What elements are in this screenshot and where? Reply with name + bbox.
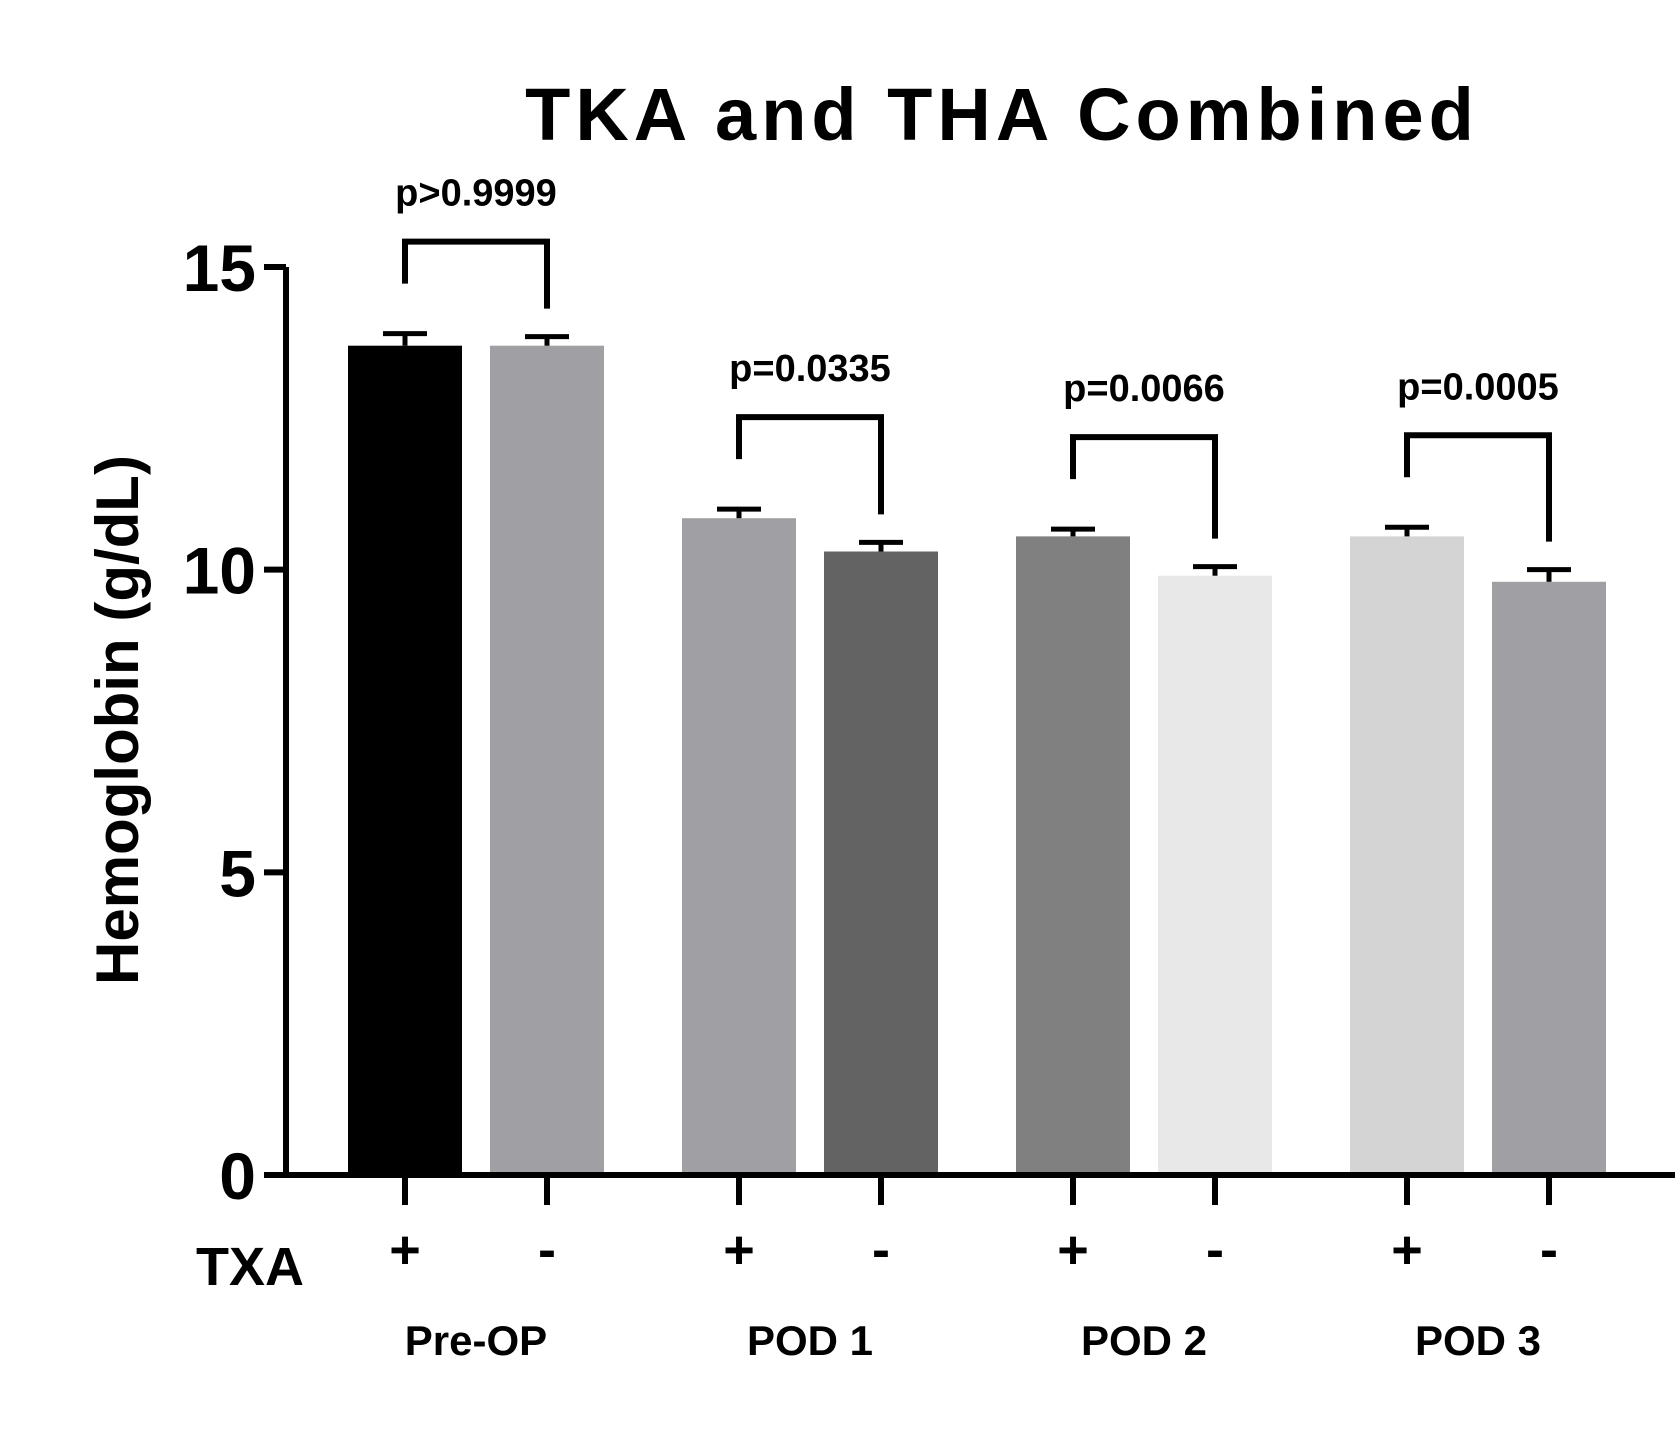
significance-bracket <box>402 238 550 309</box>
significance-bracket <box>736 414 884 515</box>
bar <box>824 551 938 1175</box>
txa-sign: + <box>1057 1220 1089 1280</box>
bar <box>1016 536 1130 1175</box>
bar <box>348 345 462 1175</box>
bar <box>682 518 796 1175</box>
p-value-label: p=0.0005 <box>1397 366 1559 408</box>
chart-title: TKA and THA Combined <box>525 73 1479 156</box>
y-tick-label: 10 <box>183 534 256 608</box>
txa-sign: + <box>1391 1220 1423 1280</box>
y-tick-label: 5 <box>219 836 256 910</box>
y-tick-label: 15 <box>183 231 256 305</box>
group-label: POD 1 <box>747 1317 873 1364</box>
bar <box>1158 575 1272 1175</box>
txa-row-label: TXA <box>196 1237 304 1297</box>
txa-sign: - <box>538 1220 556 1280</box>
bar <box>1350 536 1464 1175</box>
significance-bracket <box>1404 432 1552 542</box>
group-label: Pre-OP <box>405 1317 547 1364</box>
p-value-label: p>0.9999 <box>395 173 557 215</box>
txa-sign: + <box>723 1220 755 1280</box>
txa-sign: + <box>389 1220 421 1280</box>
p-value-label: p=0.0335 <box>729 348 891 390</box>
y-axis-label: Hemoglobin (g/dL) <box>84 455 151 985</box>
txa-sign: - <box>1206 1220 1224 1280</box>
p-value-label: p=0.0066 <box>1063 368 1225 410</box>
txa-sign: - <box>1540 1220 1558 1280</box>
bar <box>490 345 604 1175</box>
plot-area: 0 5 10 15 + - p>0.9999 Pre-OP + - p=0.0335 POD 1 + - p… <box>183 173 1675 1364</box>
significance-bracket <box>1070 434 1218 539</box>
group-label: POD 3 <box>1415 1317 1541 1364</box>
txa-sign: - <box>872 1220 890 1280</box>
bar <box>1492 581 1606 1175</box>
y-tick-label: 0 <box>219 1139 256 1213</box>
group-label: POD 2 <box>1081 1317 1207 1364</box>
